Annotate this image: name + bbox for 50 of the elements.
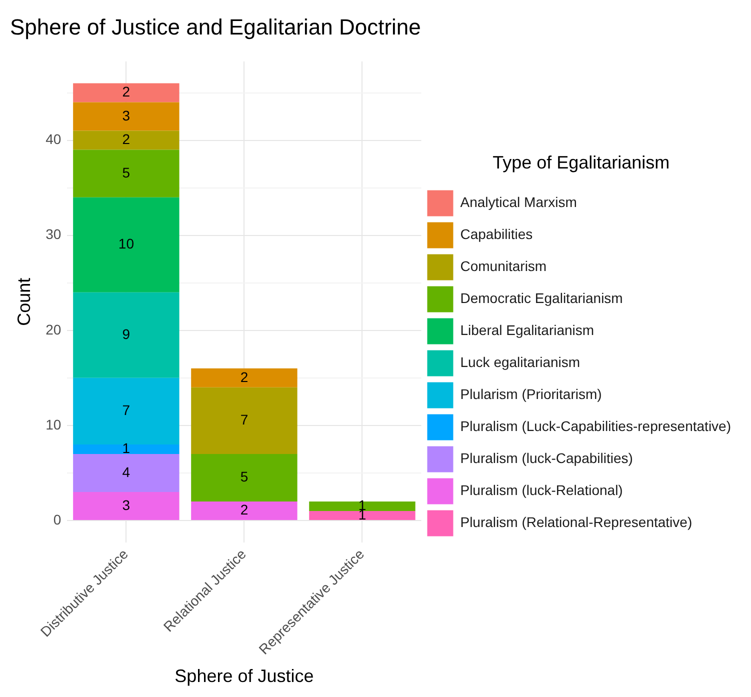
y-tick-label: 20: [46, 321, 62, 338]
legend-label: Pluralism (luck-Capabilities): [460, 450, 633, 466]
bar: [309, 502, 416, 512]
legend-label: Pluralism (Luck-Capabilities-representative): [460, 418, 731, 434]
bar: [73, 492, 180, 520]
bar: [191, 454, 298, 502]
bar: [309, 511, 416, 520]
legend-label: Analytical Marxism: [460, 194, 577, 210]
data-label: 10: [118, 236, 134, 252]
bar: [73, 102, 180, 131]
data-label: 3: [122, 496, 130, 513]
legend-label: Pluralism (Relational-Representative): [460, 514, 692, 530]
bar: [73, 83, 180, 102]
x-axis-title: Sphere of Justice: [174, 666, 314, 686]
data-label: 7: [240, 412, 248, 428]
data-label: 2: [122, 131, 130, 148]
data-label: 1: [122, 440, 130, 456]
bar: [73, 454, 180, 492]
data-label: 2: [122, 84, 130, 100]
data-label: 2: [240, 368, 248, 385]
bar: [73, 130, 180, 150]
y-tick-label: 40: [46, 131, 62, 148]
data-label: 9: [122, 326, 130, 342]
chart-title: Sphere of Justice and Egalitarian Doctrine: [10, 14, 421, 40]
data-label: 2: [240, 502, 248, 518]
legend-label: Luck egalitarianism: [460, 354, 580, 370]
y-axis-title: Count: [14, 278, 34, 326]
legend-title: Type of Egalitarianism: [492, 152, 670, 173]
bar: [73, 292, 180, 378]
bar: [73, 150, 180, 198]
y-tick-label: 0: [53, 511, 62, 528]
y-tick-label: 10: [46, 416, 62, 432]
legend-label: Comunitarism: [460, 258, 547, 274]
data-label: 3: [122, 107, 130, 124]
data-label: 4: [122, 464, 130, 480]
bar: [73, 378, 180, 444]
legend-label: Liberal Egalitarianism: [460, 322, 594, 338]
data-label: 7: [122, 402, 130, 418]
data-label: 5: [122, 164, 130, 180]
bar: [191, 368, 298, 388]
legend-label: Plularism (Prioritarism): [460, 386, 602, 402]
data-label: 5: [240, 468, 248, 485]
legend-label: Pluralism (luck-Relational): [460, 482, 623, 498]
legend-label: Democratic Egalitarianism: [460, 290, 623, 306]
bar: [191, 502, 298, 520]
bar: [73, 197, 180, 292]
bar: [73, 444, 180, 454]
legend-label: Capabilities: [460, 226, 533, 242]
y-tick-label: 30: [46, 226, 62, 242]
bar: [191, 387, 298, 454]
